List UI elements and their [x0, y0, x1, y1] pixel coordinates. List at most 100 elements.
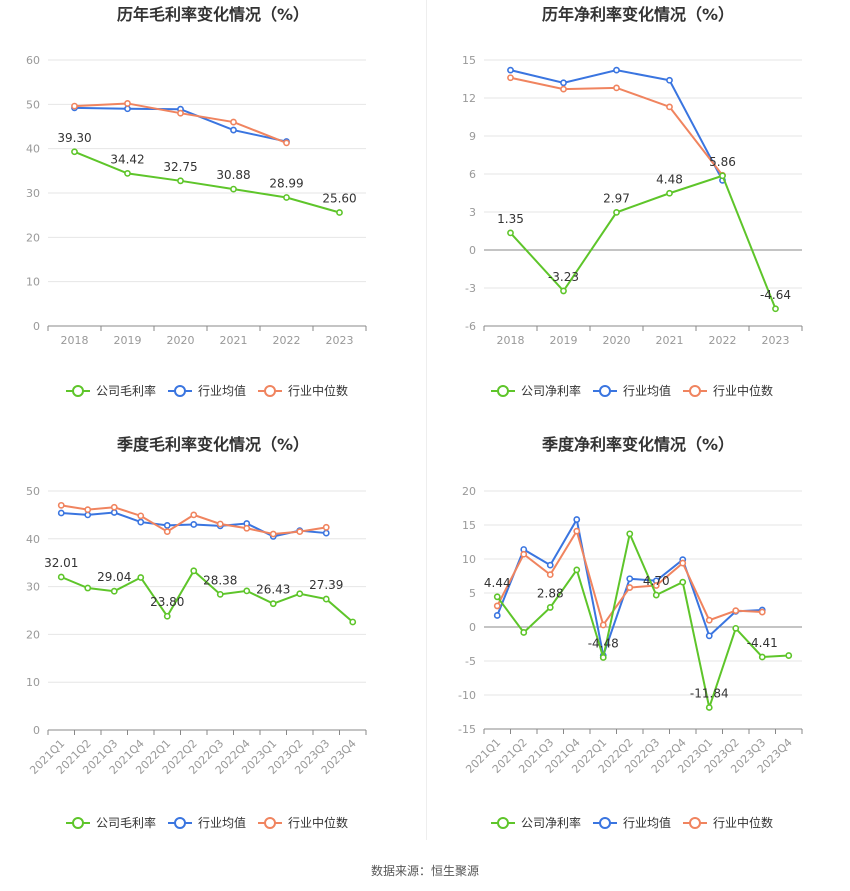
data-point: [785, 652, 793, 659]
data-point: [230, 126, 237, 134]
data-point: [349, 618, 357, 626]
panel-divider: [426, 0, 427, 840]
legend-marker: [264, 817, 276, 829]
data-point: [493, 593, 501, 601]
data-point: [84, 584, 92, 592]
chart-title: 季度净利率变化情况（%）: [541, 435, 734, 454]
series-line: [509, 174, 777, 310]
x-tick-label: 2018: [497, 334, 525, 347]
data-label: 28.99: [269, 176, 303, 190]
y-tick-label: 60: [26, 54, 40, 67]
legend-marker: [497, 817, 509, 829]
legend-marker: [174, 817, 186, 829]
data-label: 25.60: [322, 192, 356, 206]
y-tick-label: 0: [469, 244, 476, 257]
chart-annual-net-margin: 历年净利率变化情况（%） -6 -3 0 3 6 9 12 15 2018 2019 2020 2021…: [426, 0, 850, 420]
x-tick-label: 2023: [326, 334, 354, 347]
x-tick-label: 2021: [220, 334, 248, 347]
data-point: [666, 189, 673, 197]
data-point: [57, 573, 65, 581]
data-point: [493, 612, 501, 619]
data-point: [679, 578, 687, 586]
x-tick-label: 2021: [656, 334, 684, 347]
data-point: [110, 503, 118, 511]
data-point: [613, 66, 620, 74]
data-point: [599, 621, 607, 629]
data-point: [296, 528, 304, 536]
y-tick-label: 6: [469, 168, 476, 181]
legend-marker: [72, 817, 84, 829]
data-point: [560, 79, 567, 87]
y-tick-label: 40: [26, 533, 40, 546]
chart-svg: 历年净利率变化情况（%） -6 -3 0 3 6 9 12 15 2018 2019 2020 2021…: [462, 5, 803, 398]
data-label: 5.86: [709, 155, 736, 169]
legend-marker: [497, 385, 509, 397]
data-point: [546, 571, 554, 579]
data-point: [652, 582, 660, 589]
data-label: 32.75: [163, 160, 197, 174]
data-point: [177, 177, 184, 185]
legend-marker: [599, 385, 611, 397]
data-point: [230, 185, 237, 193]
series-line: [496, 530, 789, 712]
data-point: [573, 527, 581, 535]
data-point: [71, 148, 78, 156]
y-tick-label: 5: [469, 587, 476, 600]
chart-quarterly-net-margin: 季度净利率变化情况（%） -15 -10 -5 0 5 10 15 20 2021Q1 2021Q2…: [426, 430, 850, 850]
legend-label: 行业均值: [198, 383, 246, 398]
data-point: [507, 66, 514, 74]
chart-title: 历年净利率变化情况（%）: [542, 5, 734, 24]
chart-svg: 历年毛利率变化情况（%） 0 10 20 30 40 50 60 2018 2019 2020 202…: [26, 5, 367, 398]
chart-quarterly-gross-margin: 季度毛利率变化情况（%） 0 10 20 30 40 50 2021Q1 2021Q2 2021Q…: [0, 430, 426, 850]
x-tick-label: 2018: [61, 334, 89, 347]
data-point: [520, 629, 528, 636]
data-point: [110, 587, 118, 595]
series-line: [61, 504, 327, 536]
chart-svg: 季度毛利率变化情况（%）010203040502021Q12021Q22021Q…: [26, 435, 367, 830]
legend-item: 行业均值: [168, 383, 246, 398]
data-label: -4.64: [760, 288, 791, 302]
chart-svg: 季度净利率变化情况（%）-15-10-5051015202021Q12021Q2…: [458, 435, 803, 830]
y-tick-label: 10: [26, 276, 40, 289]
data-point: [163, 528, 171, 536]
y-tick-label: 30: [26, 581, 40, 594]
data-label: 30.88: [216, 168, 250, 182]
data-point: [71, 102, 78, 110]
data-point: [163, 522, 171, 529]
data-point: [613, 84, 620, 92]
legend-item: 公司毛利率: [66, 383, 156, 398]
y-tick-label: 12: [462, 92, 476, 105]
data-point: [163, 612, 171, 620]
data-point: [546, 561, 554, 569]
data-point: [124, 105, 131, 113]
data-point: [57, 509, 65, 517]
data-label: 26.43: [256, 583, 290, 597]
data-label: 1.35: [497, 212, 524, 226]
data-point: [84, 511, 92, 519]
data-point: [705, 704, 713, 711]
legend-label: 公司净利率: [521, 815, 581, 830]
legend-item: 行业中位数: [258, 815, 348, 830]
y-tick-label: 50: [26, 98, 40, 111]
y-tick-label: 3: [469, 206, 476, 219]
data-label: -4.41: [747, 636, 778, 650]
data-point: [732, 624, 740, 632]
data-point: [190, 567, 198, 575]
legend-label: 公司净利率: [521, 383, 581, 398]
y-tick-label: -5: [465, 655, 476, 668]
y-tick-label: 10: [26, 676, 40, 689]
legend-label: 公司毛利率: [96, 815, 156, 830]
x-tick-label: 2019: [550, 334, 578, 347]
legend-label: 行业均值: [623, 815, 671, 830]
legend-item: 行业均值: [168, 815, 246, 830]
data-label: 4.70: [643, 574, 670, 588]
data-label: 34.42: [110, 152, 144, 166]
data-point: [269, 600, 277, 608]
data-point: [626, 584, 634, 591]
y-tick-label: 20: [462, 485, 476, 498]
data-label: 23.80: [150, 595, 184, 609]
data-point: [296, 590, 304, 598]
data-point: [573, 516, 581, 523]
data-point: [283, 139, 290, 147]
data-point: [613, 208, 620, 216]
